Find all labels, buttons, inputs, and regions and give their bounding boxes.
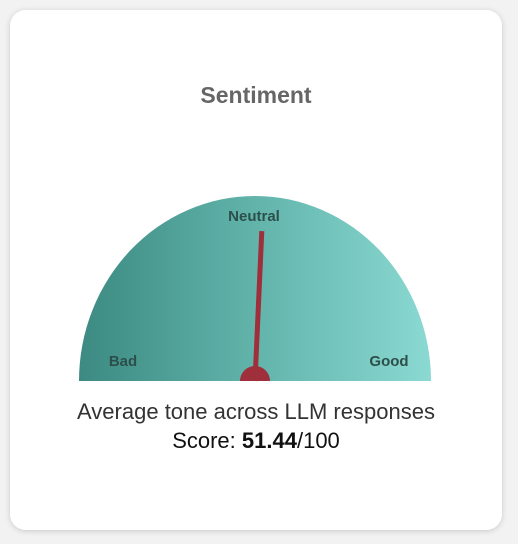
caption: Average tone across LLM responses [77,399,435,424]
score-suffix: /100 [297,428,340,453]
needle-group [240,231,270,382]
gauge-label: Neutral [228,208,280,225]
gauge-label: Good [369,353,408,370]
needle-hub [240,366,270,381]
score-prefix: Score: [172,428,236,453]
needle [252,231,265,382]
gauge-arc [79,196,431,381]
chart-title: Sentiment [200,82,312,108]
gauge-label: Bad [109,353,137,370]
score-line: Score: 51.44/100 [172,428,340,453]
score-value: 51.44 [242,428,298,453]
